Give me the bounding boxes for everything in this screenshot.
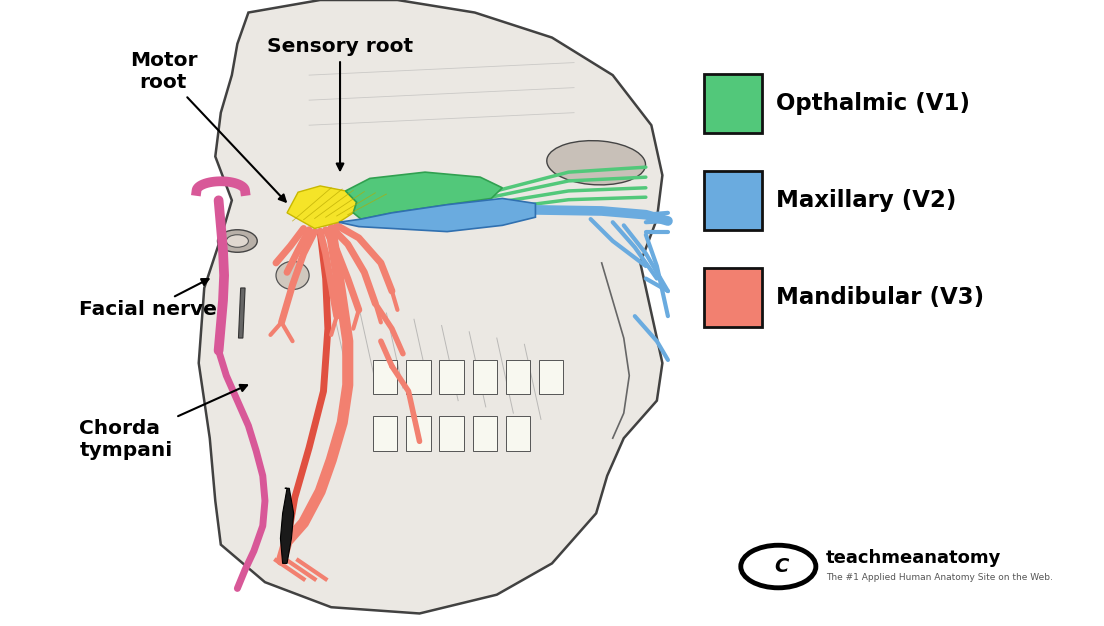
Polygon shape (346, 172, 502, 219)
Bar (473, 416, 497, 451)
Bar (506, 416, 530, 451)
Bar (539, 360, 563, 394)
FancyBboxPatch shape (704, 171, 762, 230)
Circle shape (226, 235, 248, 247)
Bar (406, 360, 431, 394)
Text: C: C (775, 557, 788, 576)
Text: Mandibular (V3): Mandibular (V3) (776, 286, 985, 309)
Bar (373, 416, 397, 451)
Bar (473, 360, 497, 394)
Polygon shape (238, 288, 245, 338)
Text: Chorda
tympani: Chorda tympani (79, 385, 247, 460)
Text: Facial nerve: Facial nerve (79, 279, 217, 319)
Bar (506, 360, 530, 394)
Polygon shape (287, 186, 357, 228)
Text: teachmeanatomy: teachmeanatomy (826, 550, 1001, 567)
Text: Maxillary (V2): Maxillary (V2) (776, 189, 956, 212)
Polygon shape (339, 198, 535, 232)
Text: Motor
root: Motor root (129, 51, 286, 202)
Polygon shape (280, 488, 294, 563)
Bar (439, 416, 464, 451)
Bar (439, 360, 464, 394)
Text: Sensory root: Sensory root (267, 38, 413, 170)
Text: Opthalmic (V1): Opthalmic (V1) (776, 92, 970, 115)
Circle shape (217, 230, 257, 252)
Bar (373, 360, 397, 394)
Ellipse shape (276, 262, 309, 289)
Polygon shape (199, 0, 662, 613)
Ellipse shape (546, 141, 646, 185)
FancyBboxPatch shape (704, 268, 762, 327)
Text: The #1 Applied Human Anatomy Site on the Web.: The #1 Applied Human Anatomy Site on the… (826, 573, 1053, 582)
Bar (406, 416, 431, 451)
FancyBboxPatch shape (704, 74, 762, 133)
